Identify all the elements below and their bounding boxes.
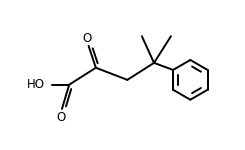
Text: HO: HO xyxy=(27,78,45,91)
Text: O: O xyxy=(56,111,65,124)
Text: O: O xyxy=(83,32,92,45)
